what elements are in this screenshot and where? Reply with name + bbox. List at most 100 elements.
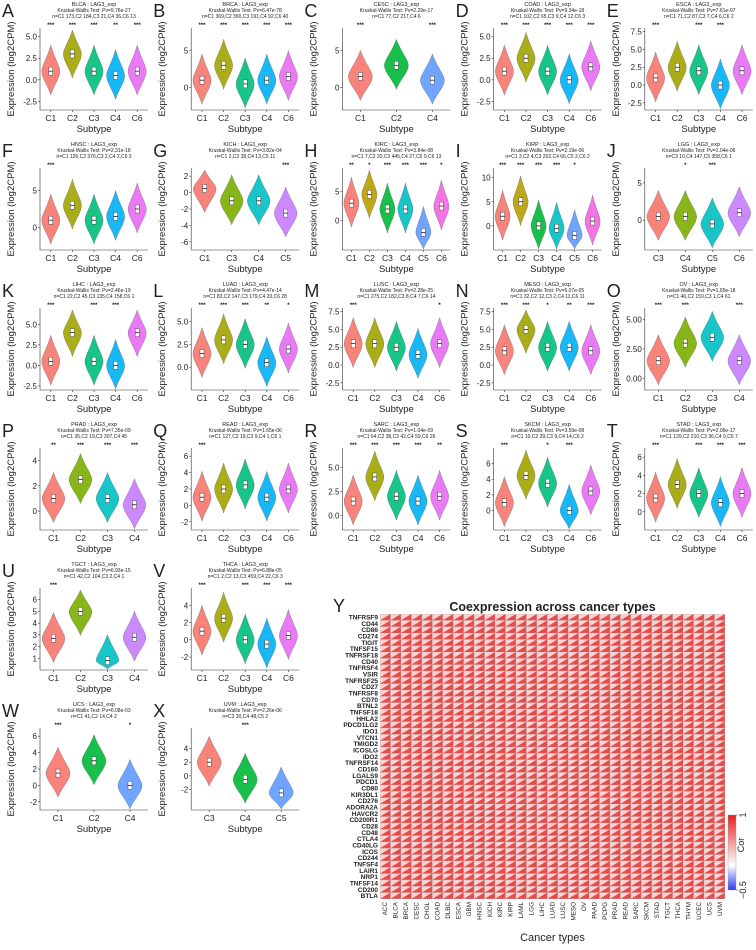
x-tick-label: C4: [680, 253, 691, 263]
row-label: KIR3DL1: [351, 792, 378, 799]
x-tick-label: C6: [283, 673, 294, 683]
x-tick-label: C6: [132, 253, 143, 263]
panel-test: Kruskal-Wallis Test: Pv=3.82e-04: [209, 148, 282, 154]
y-tick-label: 2: [33, 643, 38, 652]
panel-letter: R: [304, 421, 317, 441]
x-tick-label: C1: [197, 113, 208, 123]
x-axis-label: Subtype: [77, 124, 112, 135]
significance: ***: [285, 583, 293, 589]
y-axis-label: Expression (log2CPM): [611, 301, 622, 396]
column-label: SKCM: [644, 902, 651, 920]
significance: ***: [47, 23, 55, 29]
x-tick-label: C4: [253, 253, 264, 263]
significance: ***: [220, 303, 228, 309]
x-tick-label: C2: [67, 393, 78, 403]
y-tick-label: 2.5: [479, 343, 491, 352]
y-tick-label: 5: [637, 179, 642, 188]
y-tick-label: 5.0: [631, 45, 643, 54]
significance: **: [437, 443, 442, 449]
panel-n: n=C1 42,C2 104,C3 2,C4 1: [64, 574, 125, 580]
y-axis-label: Expression (log2CPM): [308, 21, 319, 116]
y-axis-label: Expression (log2CPM): [460, 21, 471, 116]
panel-title: SKCM : LAG3_exp: [524, 422, 570, 428]
column-label: CESC: [414, 902, 421, 920]
significance: ***: [717, 23, 725, 29]
row-label: TNFRSF9: [349, 614, 379, 621]
y-tick-label: 1: [33, 654, 38, 663]
panel-letter: E: [607, 1, 619, 21]
x-tick-label: C3: [542, 113, 553, 123]
y-tick-label: 2: [33, 482, 38, 491]
significance: ***: [350, 443, 358, 449]
row-label: VTCN1: [357, 735, 379, 742]
significance: ***: [112, 303, 120, 309]
significance: **: [349, 163, 354, 169]
row-label: CTLA4: [357, 836, 378, 843]
significance: *: [368, 163, 371, 169]
x-tick-label: C3: [226, 253, 237, 263]
panel-title: LUAD : LAG3_exp: [223, 282, 268, 288]
row-label: TNFSF4: [353, 861, 378, 868]
y-tick-label: 2: [184, 619, 189, 628]
x-tick-label: C2: [67, 113, 78, 123]
panel-title: COAD : LAG3_exp: [524, 2, 570, 8]
x-tick-label: C2: [364, 253, 375, 263]
y-tick-label: 5.0: [177, 318, 189, 327]
significance: *: [546, 303, 549, 309]
y-tick-label: 2: [637, 490, 642, 499]
panel-test: Kruskal-Wallis Test: Pv=2.28e-25: [360, 288, 433, 294]
column-label: THCA: [675, 901, 682, 919]
x-axis-label: Subtype: [77, 264, 112, 275]
x-tick-label: C3: [89, 113, 100, 123]
x-tick-label: C3: [240, 393, 251, 403]
y-tick-label: -2.5: [477, 97, 491, 106]
y-axis-label: Expression (log2CPM): [6, 721, 17, 816]
y-tick-label: 0: [184, 636, 189, 645]
significance: *: [438, 303, 441, 309]
x-tick-label: C2: [672, 113, 683, 123]
column-label: ESCA: [455, 901, 462, 919]
column-label: GBM: [466, 902, 473, 916]
row-label: VSIR: [363, 671, 378, 678]
significance: ***: [242, 723, 250, 729]
significance: **: [51, 443, 56, 449]
column-label: UCS: [706, 902, 713, 915]
panel-n: n=C1 126,C2 376,C3 2,C4 2,C6 3: [56, 154, 131, 160]
y-tick-label: 5: [486, 198, 491, 207]
panel-letter: I: [456, 141, 461, 161]
panel-letter: V: [153, 561, 165, 581]
y-tick-label: 0: [637, 508, 642, 517]
x-tick-label: C2: [369, 393, 380, 403]
significance: ***: [682, 303, 690, 309]
row-label: TMIGD2: [353, 741, 378, 748]
panel-letter: U: [2, 561, 15, 581]
significance: ***: [198, 303, 206, 309]
panel-test: Kruskal-Wallis Test: Pv=2.29e-17: [360, 8, 433, 14]
significance: ***: [357, 23, 365, 29]
panel-letter: D: [456, 1, 469, 21]
y-axis-label: Expression (log2CPM): [460, 301, 471, 396]
panel-letter: S: [456, 421, 468, 441]
y-tick-label: 7.5: [631, 28, 643, 37]
x-tick-label: C2: [369, 533, 380, 543]
row-label: PDCD1LG2: [343, 722, 378, 729]
y-tick-label: 5.0: [479, 33, 491, 42]
row-label: TNFSF18: [350, 709, 379, 716]
x-tick-label: C2: [75, 673, 86, 683]
x-tick-label: C6: [132, 113, 143, 123]
x-tick-label: C3: [204, 813, 215, 823]
column-label: BRCA: [403, 901, 410, 919]
panel-title: BLCA : LAG3_exp: [72, 2, 117, 8]
panel-letter: K: [2, 281, 14, 301]
significance: ***: [393, 443, 401, 449]
heatmap-cells: [380, 614, 725, 899]
y-tick-label: -2.5: [23, 382, 37, 391]
y-axis-label: Expression (log2CPM): [157, 301, 168, 396]
panel-title: OV : LAG3_exp: [680, 282, 719, 288]
y-tick-label: 2.5: [631, 63, 643, 72]
panel-n: n=C1 3,C2 4,C3 202,C4 66,C5 2,C6 2: [505, 154, 590, 160]
significance: ***: [242, 583, 250, 589]
y-tick-label: 0: [184, 772, 189, 781]
x-tick-label: C2: [218, 533, 229, 543]
